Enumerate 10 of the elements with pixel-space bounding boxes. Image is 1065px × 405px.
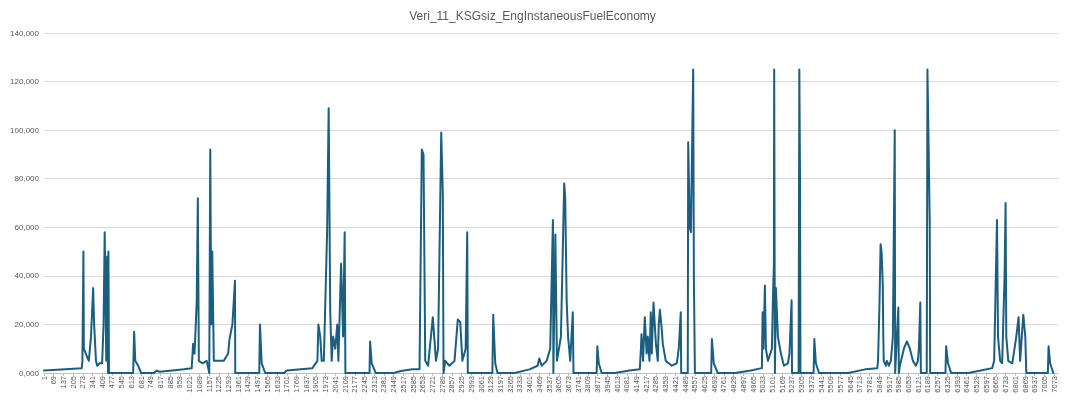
y-tick-label: 80,000 (14, 174, 40, 184)
y-tick-label: 40,000 (14, 271, 40, 281)
y-tick-label: 100,000 (10, 125, 40, 135)
chart-title: Veri_11_KSGsiz_EngInstaneousFuelEconomy (409, 9, 656, 23)
line-series (43, 68, 1055, 374)
y-tick-label: 140,000 (10, 28, 40, 38)
y-tick-label: 120,000 (10, 77, 40, 87)
y-tick-label: 0,000 (18, 368, 40, 378)
y-tick-label: 20,000 (14, 319, 40, 329)
y-tick-label: 60,000 (14, 222, 40, 232)
